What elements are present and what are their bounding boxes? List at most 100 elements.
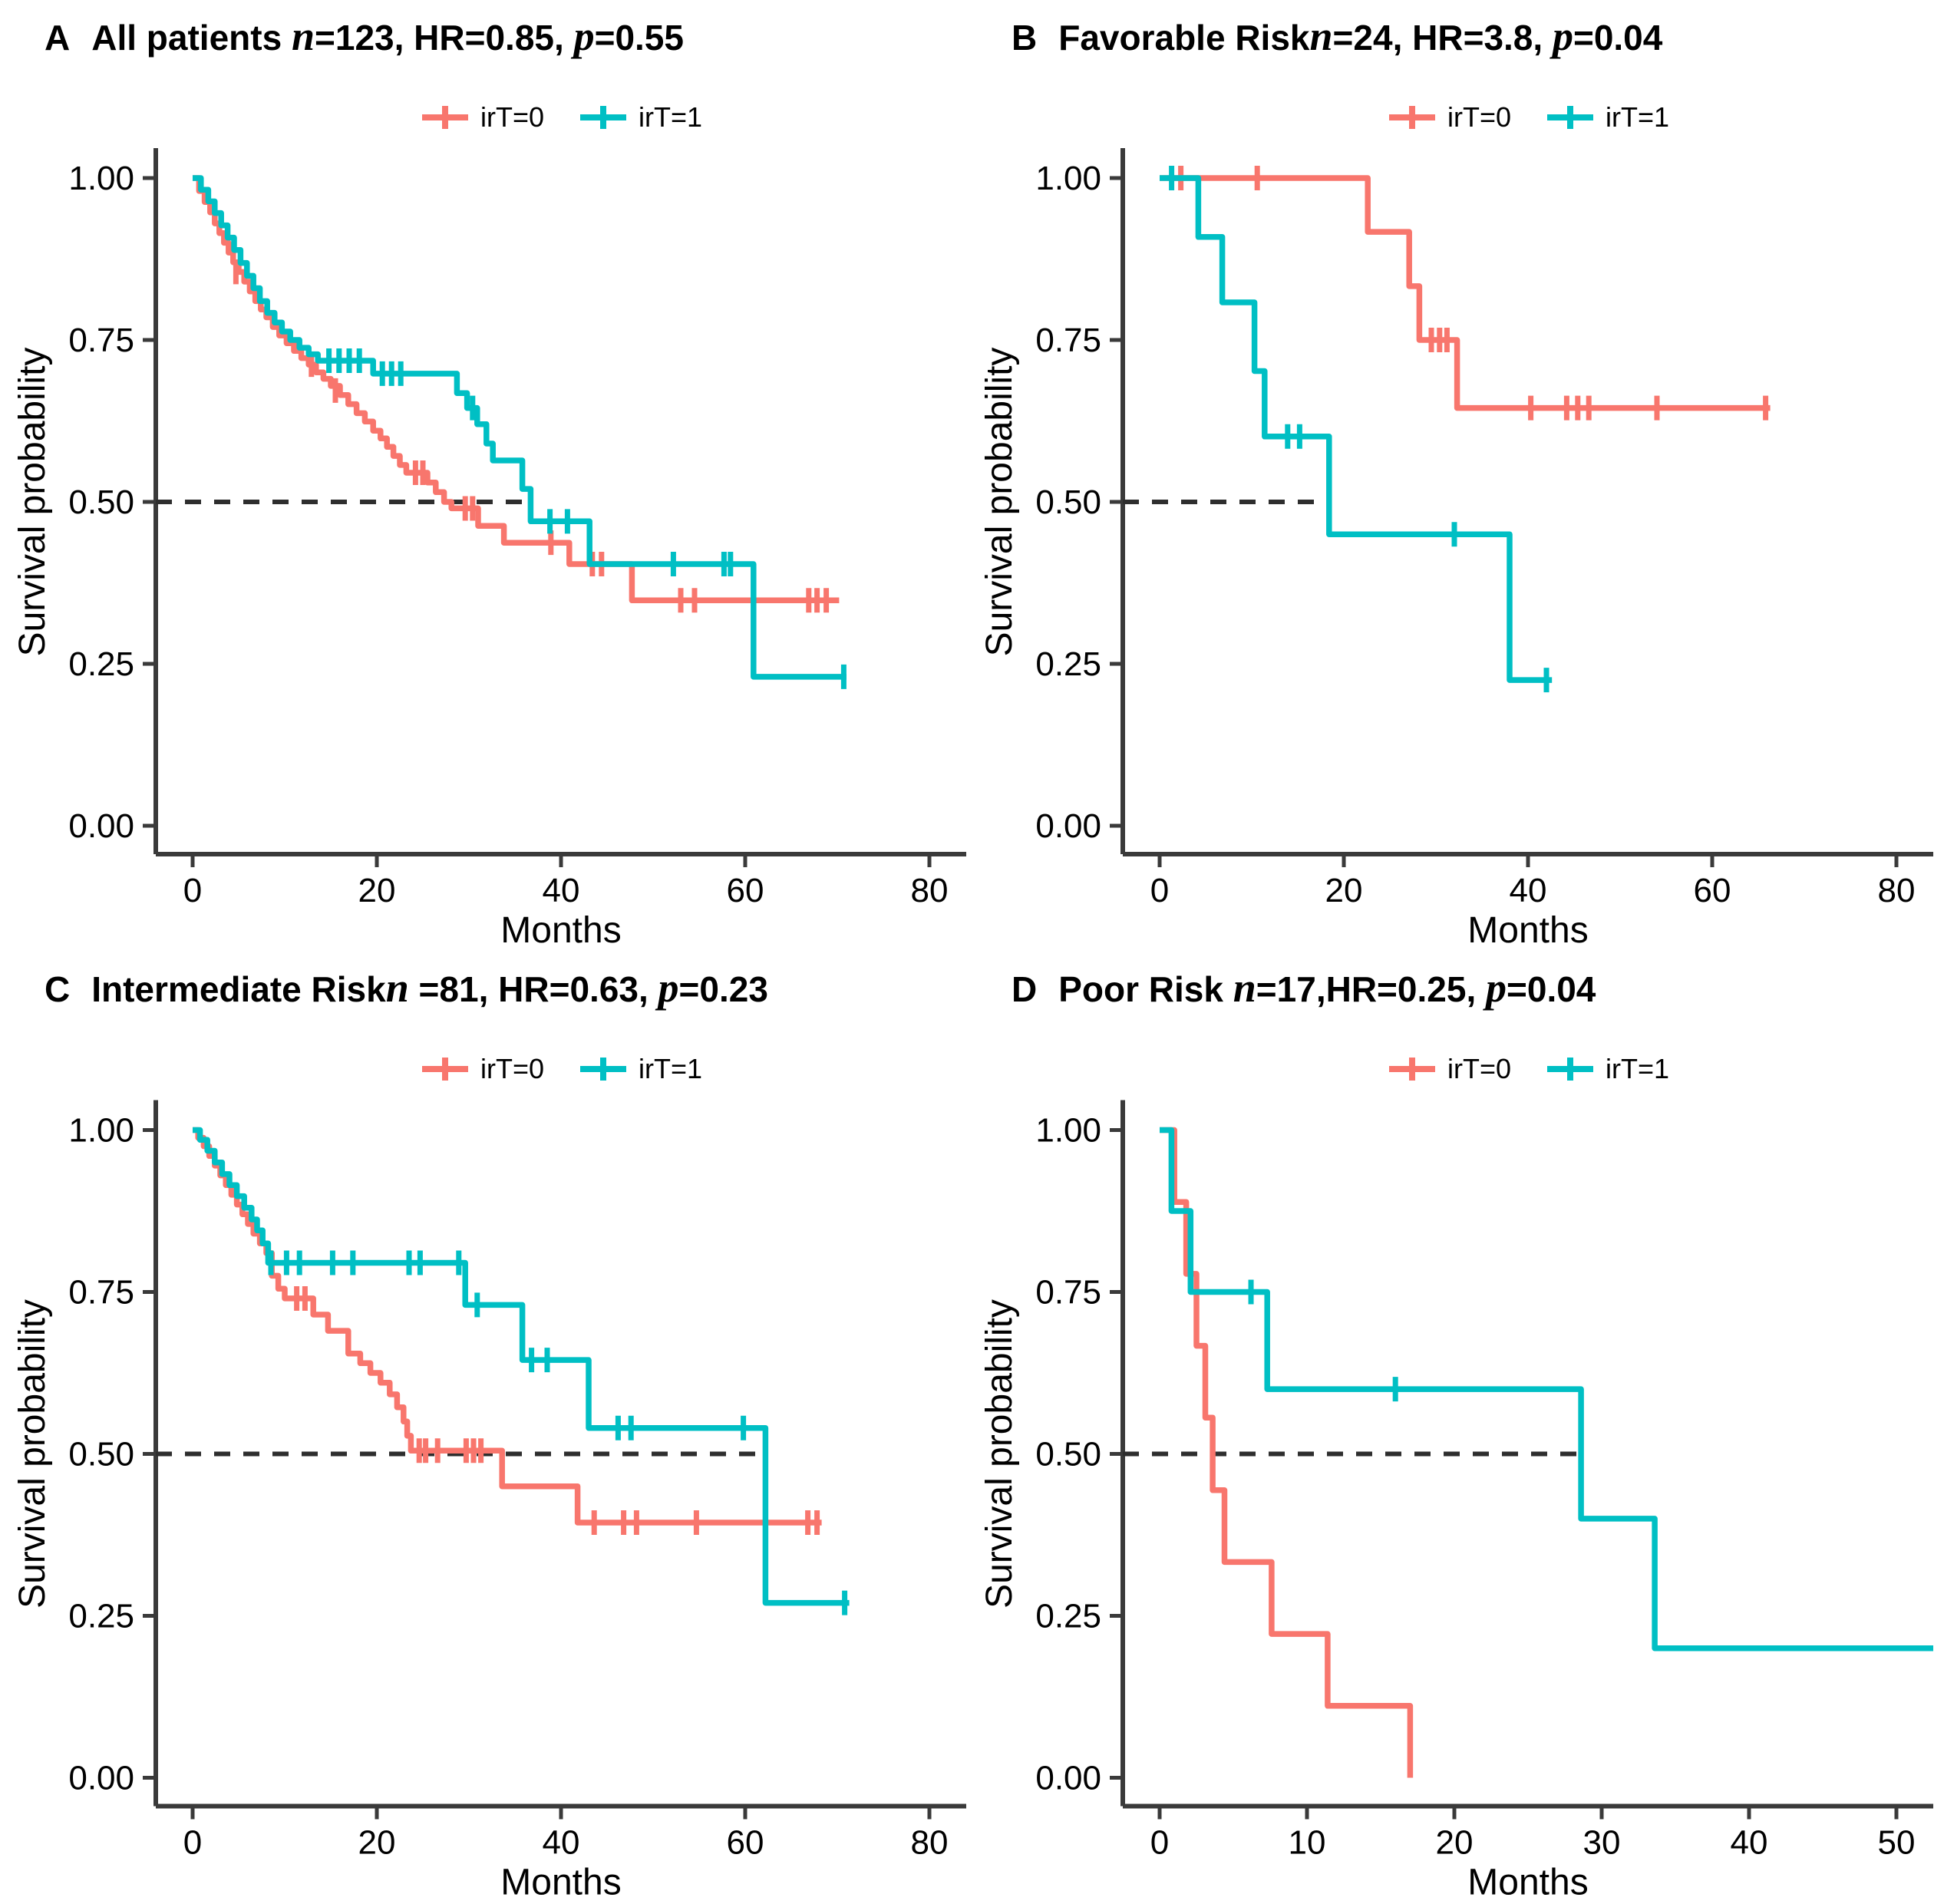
y-tick-label: 0.50 [68, 483, 134, 521]
y-tick-label: 0.25 [1035, 1598, 1101, 1635]
y-tick-label: 0.25 [1035, 645, 1101, 683]
y-tick-label: 0.00 [68, 807, 134, 845]
x-tick-label: 60 [727, 872, 764, 909]
legend-label: irT=1 [1606, 101, 1670, 133]
y-tick-label: 0.25 [68, 1598, 134, 1635]
legend: irT=0 irT=1 [1123, 1053, 1933, 1085]
title-after-n: =17,HR=0.25, [1256, 969, 1486, 1009]
km-curve-irT=0 [193, 1127, 822, 1526]
y-tick-label: 0.75 [1035, 322, 1101, 359]
km-curve-irT=1 [1160, 175, 1553, 683]
km-curve-irT=1 [1160, 1127, 1933, 1652]
title-p-symbol: p [1552, 13, 1573, 59]
panel-title: B Favorable Riskn=24, HR=3.8, p=0.04 [1012, 12, 1662, 60]
x-tick-label: 10 [1289, 1824, 1326, 1862]
y-tick-label: 0.00 [1035, 807, 1101, 845]
panel-title: C Intermediate Riskn =81, HR=0.63, p=0.23 [45, 964, 768, 1011]
x-axis-title: Months [500, 910, 621, 951]
censor-marks-irT=1 [326, 348, 847, 689]
x-tick-label: 0 [183, 872, 202, 909]
legend-label: irT=0 [1447, 101, 1511, 133]
legend-key-icon [1547, 1058, 1593, 1081]
x-axis-title: Months [1467, 910, 1588, 951]
x-tick-label: 20 [358, 872, 396, 909]
y-axis-title: Survival probability [979, 348, 1020, 657]
x-tick-label: 60 [727, 1824, 764, 1862]
legend: irT=0 irT=1 [1123, 101, 1933, 134]
legend: irT=0 irT=1 [156, 101, 966, 134]
km-plot: 1.00 0.75 0.50 0.25 0.00 0 20 40 60 80 Months Survi… [979, 148, 1933, 951]
title-after-p: =0.23 [678, 969, 768, 1009]
panel-title: A All patients n=123, HR=0.85, p=0.55 [45, 12, 684, 60]
y-axis-title: Survival probability [979, 1299, 1020, 1609]
km-plot: 1.00 0.75 0.50 0.25 0.00 0 20 40 60 80 Months Survi… [12, 1100, 966, 1903]
x-tick-label: 20 [1325, 872, 1363, 909]
x-tick-label: 80 [911, 1824, 949, 1862]
legend-key-icon [1547, 106, 1593, 129]
x-tick-label: 20 [358, 1824, 396, 1862]
censor-marks-irT=1 [1169, 166, 1550, 693]
legend-label: irT=1 [639, 1053, 703, 1084]
legend-item-irT=0: irT=0 [420, 101, 544, 134]
km-curve-irT=0 [193, 175, 840, 604]
km-panel-B: B Favorable Riskn=24, HR=3.8, p=0.04 irT=… [967, 0, 1934, 952]
km-plot: 1.00 0.75 0.50 0.25 0.00 0 10 20 30 40 50 Months Sur… [979, 1100, 1933, 1903]
km-panel-D: D Poor Risk n=17,HR=0.25, p=0.04 irT=0 irT… [967, 952, 1934, 1904]
km-panel-C: C Intermediate Riskn =81, HR=0.63, p=0.23… [0, 952, 967, 1904]
panel-letter: B [1012, 18, 1038, 58]
legend-item-irT=1: irT=1 [578, 1053, 702, 1085]
legend: irT=0 irT=1 [156, 1053, 966, 1085]
title-n-symbol: n [1233, 965, 1256, 1011]
x-tick-label: 80 [1878, 872, 1916, 909]
legend-label: irT=0 [480, 101, 544, 133]
y-tick-label: 0.75 [68, 1274, 134, 1312]
panel-title-text: Poor Risk [1058, 969, 1233, 1009]
y-tick-label: 0.75 [68, 322, 134, 359]
y-tick-label: 0.25 [68, 645, 134, 683]
panel-letter: A [45, 18, 71, 58]
legend-item-irT=0: irT=0 [1387, 101, 1511, 134]
censor-marks-irT=0 [1178, 166, 1769, 421]
panel-title: D Poor Risk n=17,HR=0.25, p=0.04 [1012, 964, 1596, 1011]
legend-item-irT=1: irT=1 [1545, 101, 1669, 134]
title-after-p: =0.04 [1507, 969, 1596, 1009]
panel-title-text: Intermediate Risk [91, 969, 386, 1009]
legend-key-icon [580, 106, 626, 129]
x-tick-label: 40 [543, 1824, 580, 1862]
x-tick-label: 0 [183, 1824, 202, 1862]
legend-label: irT=1 [1606, 1053, 1670, 1084]
km-curve-irT=1 [193, 175, 847, 680]
legend-label: irT=0 [1447, 1053, 1511, 1084]
y-tick-label: 1.00 [68, 1112, 134, 1150]
panel-title-text: All patients [91, 18, 292, 58]
x-tick-label: 0 [1150, 872, 1169, 909]
panel-letter: D [1012, 969, 1038, 1009]
title-p-symbol: p [1486, 965, 1507, 1011]
title-after-n: =24, HR=3.8, [1332, 18, 1553, 58]
km-panel-A: A All patients n=123, HR=0.85, p=0.55 irT… [0, 0, 967, 952]
title-after-p: =0.55 [594, 18, 684, 58]
y-tick-label: 0.50 [1035, 1436, 1101, 1473]
y-tick-label: 0.00 [68, 1760, 134, 1797]
y-tick-label: 0.50 [1035, 483, 1101, 521]
x-tick-label: 40 [1731, 1824, 1768, 1862]
legend-item-irT=1: irT=1 [578, 101, 702, 134]
title-after-n: =81, HR=0.63, [408, 969, 658, 1009]
legend-key-icon [1388, 1058, 1435, 1081]
censor-marks-irT=0 [294, 1285, 820, 1535]
title-p-symbol: p [658, 965, 679, 1011]
legend-item-irT=0: irT=0 [420, 1053, 544, 1085]
y-tick-label: 1.00 [1035, 1112, 1101, 1150]
title-after-p: =0.04 [1573, 18, 1663, 58]
legend-item-irT=0: irT=0 [1387, 1053, 1511, 1085]
title-p-symbol: p [573, 13, 595, 59]
censor-marks-irT=0 [233, 259, 830, 613]
km-curve-irT=0 [1160, 175, 1771, 411]
x-tick-label: 30 [1583, 1824, 1621, 1862]
y-axis-title: Survival probability [12, 1299, 53, 1609]
legend-key-icon [421, 1058, 468, 1081]
km-curve-irT=1 [193, 1127, 850, 1606]
y-tick-label: 0.50 [68, 1436, 134, 1473]
y-axis-title: Survival probability [12, 348, 53, 657]
